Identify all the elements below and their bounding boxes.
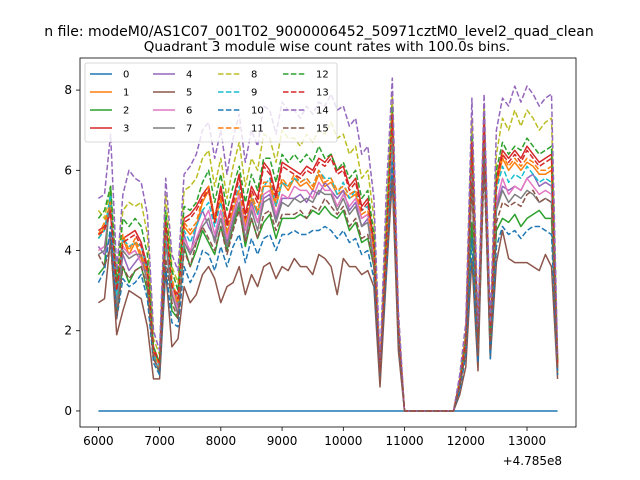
series-line-12 [97, 105, 559, 412]
legend-label-0: 0 [123, 70, 129, 81]
legend-label-12: 12 [316, 70, 329, 81]
x-tick-label: 7000 [144, 434, 175, 448]
legend-label-3: 3 [123, 124, 129, 135]
legend-label-15: 15 [316, 124, 329, 135]
y-tick-label: 6 [64, 163, 72, 177]
chart-suptitle: n file: modeM0/AS1C07_001T02_9000006452_… [44, 24, 593, 40]
x-tick-label: 8000 [206, 434, 237, 448]
legend-label-7: 7 [186, 124, 192, 135]
legend-label-11: 11 [251, 124, 264, 135]
x-tick-label: 10000 [324, 434, 362, 448]
x-tick-label: 13000 [508, 434, 546, 448]
x-tick-label: 6000 [83, 434, 114, 448]
legend-label-13: 13 [316, 88, 329, 99]
x-offset-label: +4.785e8 [503, 454, 562, 468]
x-tick-label: 11000 [385, 434, 423, 448]
y-tick-label: 8 [64, 83, 72, 97]
chart-title: Quadrant 3 module wise count rates with … [144, 39, 510, 55]
y-tick-label: 2 [64, 324, 72, 338]
plot-frame [79, 57, 577, 428]
legend-label-6: 6 [186, 106, 192, 117]
x-axis: 6000 7000 8000 9000 10000 11000 12000 13000 [83, 427, 546, 448]
series-lines [97, 77, 559, 412]
y-tick-label: 0 [64, 404, 72, 418]
x-tick-label: 12000 [447, 434, 485, 448]
legend-label-10: 10 [251, 106, 264, 117]
legend-label-14: 14 [316, 106, 329, 117]
legend-label-4: 4 [186, 70, 192, 81]
legend-label-1: 1 [123, 88, 129, 99]
y-tick-label: 4 [64, 244, 72, 258]
legend-label-8: 8 [251, 70, 257, 81]
x-tick-label: 9000 [267, 434, 298, 448]
legend-label-5: 5 [186, 88, 192, 99]
legend-frame [84, 62, 338, 143]
y-axis: 0 2 4 6 8 [64, 83, 80, 418]
legend-label-2: 2 [123, 106, 129, 117]
series-line-15 [97, 165, 559, 412]
legend-label-9: 9 [251, 88, 257, 99]
